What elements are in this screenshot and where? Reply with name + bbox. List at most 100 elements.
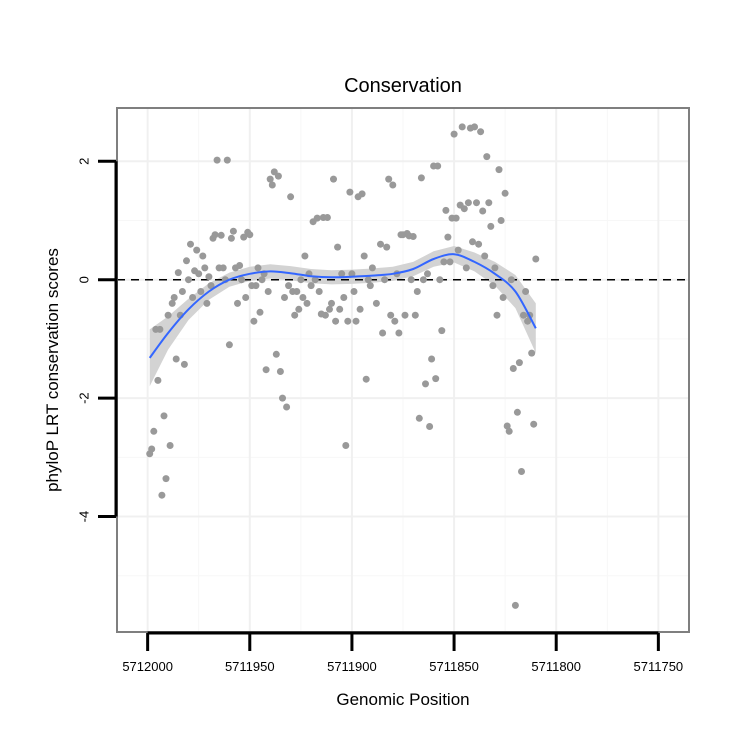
data-point <box>287 193 295 201</box>
data-point <box>407 276 415 284</box>
data-point <box>503 422 511 430</box>
data-point <box>475 240 483 248</box>
data-point <box>180 360 188 368</box>
data-point <box>509 365 517 372</box>
x-tick-label: 5712000 <box>122 659 173 674</box>
data-point <box>477 128 485 136</box>
data-point <box>293 288 301 295</box>
data-point <box>387 311 395 319</box>
data-point <box>419 276 427 284</box>
data-point <box>493 311 501 319</box>
data-point <box>379 329 387 337</box>
data-point <box>154 376 162 384</box>
data-point <box>332 317 340 325</box>
data-point <box>330 175 337 183</box>
data-point <box>452 214 460 222</box>
x-tick-label: 5711750 <box>634 659 684 674</box>
data-point <box>440 258 448 266</box>
data-point <box>250 317 258 325</box>
confidence-band <box>149 246 536 387</box>
data-point <box>166 442 174 449</box>
data-point <box>178 288 186 295</box>
data-point <box>507 276 515 284</box>
x-axis-label: Genomic Position <box>336 690 469 709</box>
data-point <box>164 311 172 319</box>
data-point <box>464 199 472 207</box>
data-point <box>285 282 293 290</box>
data-point <box>195 270 203 278</box>
data-point <box>381 276 389 284</box>
data-point <box>252 282 260 290</box>
data-point <box>426 423 434 430</box>
data-point <box>340 294 348 301</box>
data-point <box>321 311 329 319</box>
data-point <box>266 175 274 183</box>
data-point <box>362 375 370 383</box>
data-point <box>377 240 384 248</box>
data-point <box>283 403 291 411</box>
data-point <box>234 299 241 307</box>
data-point <box>372 299 380 307</box>
data-point <box>150 427 158 435</box>
data-points <box>146 123 540 609</box>
data-point <box>530 420 538 428</box>
data-point <box>462 264 470 272</box>
data-point <box>395 329 403 337</box>
data-point <box>240 233 248 241</box>
data-point <box>274 172 282 180</box>
data-point <box>225 341 233 349</box>
data-point <box>501 189 509 197</box>
data-point <box>313 214 321 222</box>
data-point <box>254 264 262 272</box>
data-point <box>360 252 368 260</box>
data-point <box>520 311 527 319</box>
data-point <box>258 276 266 284</box>
y-axis-label: phyloP LRT conservation scores <box>43 248 62 492</box>
data-point <box>156 325 164 333</box>
data-point <box>473 199 480 207</box>
data-point <box>183 257 190 265</box>
data-point <box>268 181 276 189</box>
data-point <box>485 199 493 207</box>
data-point <box>299 294 307 301</box>
data-point <box>411 311 419 319</box>
data-point <box>495 166 503 174</box>
data-point <box>272 350 280 358</box>
data-point <box>189 294 197 301</box>
data-point <box>366 282 374 290</box>
data-point <box>336 305 344 313</box>
data-point <box>315 288 323 295</box>
data-point <box>356 305 364 313</box>
data-point <box>236 262 244 269</box>
data-point <box>389 181 397 189</box>
data-point <box>281 294 288 301</box>
data-point <box>415 414 423 422</box>
smooth-trend-line <box>148 253 537 359</box>
data-point <box>511 601 519 609</box>
data-point <box>358 190 366 198</box>
data-point <box>350 288 358 295</box>
data-point <box>246 231 254 239</box>
data-point <box>342 442 350 449</box>
gridlines <box>117 108 689 632</box>
data-point <box>256 308 264 316</box>
data-point <box>434 162 442 170</box>
data-point <box>364 276 372 284</box>
y-tick-label: 0 <box>77 276 92 283</box>
data-point <box>436 276 444 284</box>
x-tick-label: 5711950 <box>225 659 275 674</box>
data-point <box>172 355 180 363</box>
data-point <box>326 305 333 313</box>
y-tick-label: -4 <box>77 511 92 523</box>
data-point <box>229 227 237 235</box>
data-point <box>444 233 452 241</box>
data-point <box>211 231 219 239</box>
data-point <box>481 252 489 260</box>
data-point <box>515 359 523 367</box>
data-point <box>487 222 495 230</box>
data-point <box>295 305 303 313</box>
data-point <box>291 311 299 319</box>
plot-panel <box>116 107 690 633</box>
data-point <box>505 427 513 435</box>
y-tick-label: -2 <box>77 392 92 404</box>
